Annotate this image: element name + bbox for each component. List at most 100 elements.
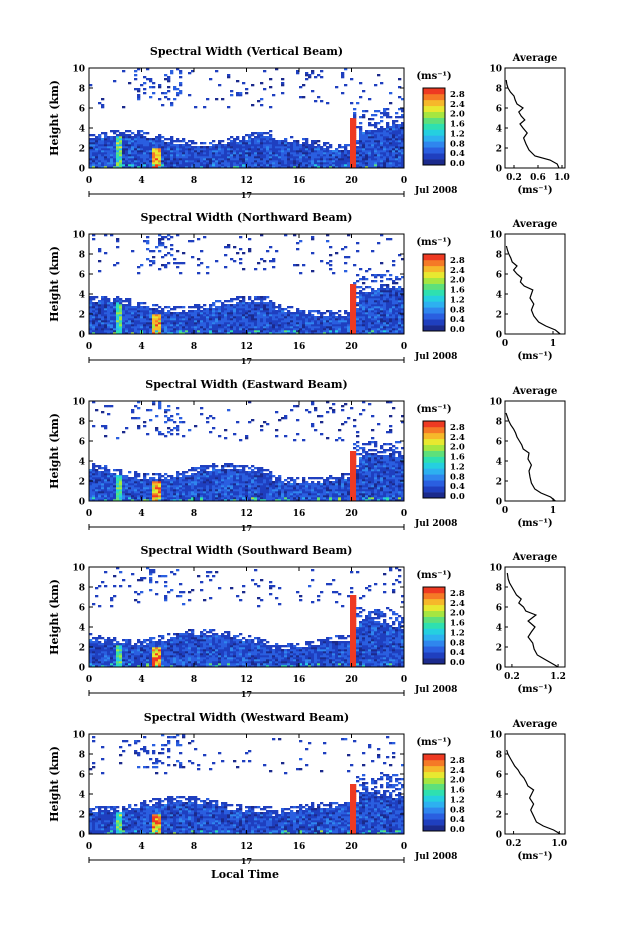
heatmap-cell bbox=[107, 142, 111, 145]
heatmap-cell bbox=[308, 156, 312, 159]
heatmap-cell bbox=[377, 318, 381, 321]
heatmap-cell bbox=[254, 308, 258, 311]
heatmap-cell bbox=[167, 493, 171, 496]
heatmap-cell bbox=[218, 322, 222, 325]
heatmap-cell bbox=[155, 429, 159, 432]
average-profile-line bbox=[505, 79, 560, 169]
heatmap-cell bbox=[95, 318, 99, 321]
heatmap-cell bbox=[239, 158, 243, 161]
heatmap-cell bbox=[242, 158, 246, 161]
heatmap-cell bbox=[278, 308, 282, 311]
heatmap-cell bbox=[224, 160, 228, 163]
heatmap-cell bbox=[260, 308, 264, 311]
colorbar-segment bbox=[423, 123, 445, 130]
heatmap-cell bbox=[284, 483, 288, 486]
heatmap-cell bbox=[350, 132, 354, 135]
heatmap-cell bbox=[203, 477, 207, 480]
heatmap-cell bbox=[224, 150, 228, 153]
heatmap-cell bbox=[209, 326, 213, 329]
heatmap-cell bbox=[386, 332, 390, 335]
heatmap-cell bbox=[383, 312, 387, 315]
heatmap-cell bbox=[284, 491, 288, 494]
heatmap-cell bbox=[275, 479, 279, 482]
heatmap-cell bbox=[368, 294, 372, 297]
heatmap-cell bbox=[212, 495, 216, 498]
heatmap-cell bbox=[239, 485, 243, 488]
heatmap-cell bbox=[206, 316, 210, 319]
heatmap-cell bbox=[236, 497, 240, 500]
heatmap-cell bbox=[128, 322, 132, 325]
heatmap-cell bbox=[110, 310, 114, 313]
heatmap-cell bbox=[371, 296, 375, 299]
heatmap-cell bbox=[200, 328, 204, 331]
heatmap-cell bbox=[269, 142, 273, 145]
heatmap-cell bbox=[215, 326, 219, 329]
heatmap-cell bbox=[122, 146, 126, 149]
heatmap-cell bbox=[257, 148, 261, 151]
heatmap-cell bbox=[161, 330, 165, 333]
heatmap-cell bbox=[290, 158, 294, 161]
heatmap-cell bbox=[116, 489, 120, 492]
heatmap-cell bbox=[230, 306, 234, 309]
heatmap-cell bbox=[155, 138, 159, 141]
heatmap-cell bbox=[131, 144, 135, 147]
heatmap-cell bbox=[272, 314, 276, 317]
heatmap-cell bbox=[332, 324, 336, 327]
heatmap-cell bbox=[170, 433, 174, 436]
heatmap-cell bbox=[362, 138, 366, 141]
heatmap-cell bbox=[272, 489, 276, 492]
heatmap-cell bbox=[263, 162, 267, 165]
heatmap-cell bbox=[257, 146, 261, 149]
heatmap-cell bbox=[104, 296, 108, 299]
heatmap-cell bbox=[248, 328, 252, 331]
heatmap-cell bbox=[194, 316, 198, 319]
heatmap-cell bbox=[248, 316, 252, 319]
heatmap-cell bbox=[248, 308, 252, 311]
heatmap-cell bbox=[146, 306, 150, 309]
heatmap-cell bbox=[284, 314, 288, 317]
heatmap-cell bbox=[278, 481, 282, 484]
heatmap-cell bbox=[113, 130, 117, 133]
heatmap-cell bbox=[383, 290, 387, 293]
heatmap-cell bbox=[242, 491, 246, 494]
heatmap-cell bbox=[257, 481, 261, 484]
heatmap-cell bbox=[218, 300, 222, 303]
heatmap-cell bbox=[92, 298, 96, 301]
heatmap-cell bbox=[236, 154, 240, 157]
heatmap-cell bbox=[284, 312, 288, 315]
heatmap-cell bbox=[392, 126, 396, 129]
heatmap-cell bbox=[218, 489, 222, 492]
heatmap-cell bbox=[368, 306, 372, 309]
heatmap-cell bbox=[218, 316, 222, 319]
heatmap-cell bbox=[149, 160, 153, 163]
heatmap-cell bbox=[257, 306, 261, 309]
heatmap-cell bbox=[368, 310, 372, 313]
heatmap-cell bbox=[269, 86, 273, 89]
heatmap-cell bbox=[245, 306, 249, 309]
heatmap-cell bbox=[395, 316, 399, 319]
heatmap-cell bbox=[212, 465, 216, 468]
heatmap-cells bbox=[89, 234, 405, 335]
heatmap-cell bbox=[353, 146, 357, 149]
heatmap-cell bbox=[236, 487, 240, 490]
heatmap-cell bbox=[281, 156, 285, 159]
average-x-tick-label: 1 bbox=[550, 339, 556, 349]
heatmap-cell bbox=[143, 160, 147, 163]
heatmap-cell bbox=[170, 415, 174, 418]
heatmap-cell bbox=[344, 324, 348, 327]
heatmap-cell bbox=[188, 140, 192, 143]
heatmap-cell bbox=[194, 160, 198, 163]
heatmap-cell bbox=[152, 142, 156, 145]
heatmap-cell bbox=[311, 144, 315, 147]
heatmap-cell bbox=[176, 150, 180, 153]
heatmap-cell bbox=[200, 489, 204, 492]
heatmap-cell bbox=[131, 132, 135, 135]
heatmap-cell bbox=[125, 318, 129, 321]
heatmap-cell bbox=[284, 499, 288, 502]
heatmap-cell bbox=[137, 302, 141, 305]
heatmap-cell bbox=[113, 324, 117, 327]
heatmap-cell bbox=[371, 280, 375, 283]
heatmap-cell bbox=[281, 312, 285, 315]
heatmap-cell bbox=[146, 491, 150, 494]
heatmap-cell bbox=[98, 493, 102, 496]
